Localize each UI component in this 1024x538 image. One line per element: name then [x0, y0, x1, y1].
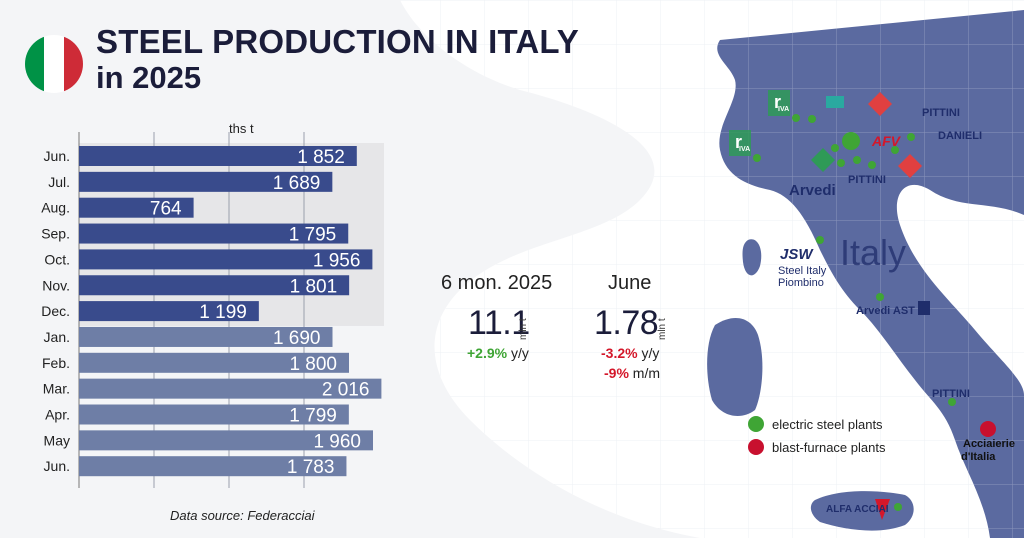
category-label-5: Nov.	[42, 277, 70, 293]
italy-map	[400, 0, 1024, 538]
kpi-june-change-mm-suffix: m/m	[632, 365, 661, 381]
brand-jsw-sub-2: Piombino	[778, 277, 824, 289]
category-label-1: Jul.	[48, 174, 70, 190]
legend-blast-furnace: blast-furnace plants	[748, 439, 885, 455]
bar-5	[79, 275, 350, 296]
bar-4	[79, 249, 373, 270]
category-label-6: Dec.	[41, 303, 70, 319]
bar-value-label-3: 1 795	[289, 225, 337, 246]
bar-2	[79, 197, 194, 218]
kpi-june-change-yy-value: -3.2%	[601, 345, 638, 361]
category-label-10: Apr.	[45, 407, 70, 423]
kpi-june-change-yy: -3.2% y/y	[601, 345, 659, 361]
page-title: STEEL PRODUCTION IN ITALY in 2025	[96, 23, 579, 96]
bar-value-label-4: 1 956	[313, 250, 361, 271]
brand-riva-sub-2: IVA	[739, 146, 751, 153]
title-line-1: STEEL PRODUCTION IN ITALY	[96, 23, 579, 60]
bar-value-label-1: 1 689	[273, 173, 321, 194]
category-label-7: Jan.	[44, 329, 70, 345]
brand-riva-logo-1: r	[774, 92, 782, 112]
title-line-2: in 2025	[96, 59, 202, 95]
brand-acciaierie-1: Acciaierie	[963, 438, 1015, 450]
kpi-half-year-heading: 6 mon. 2025	[441, 272, 553, 294]
bar-12	[79, 456, 347, 477]
brand-alfa-acciai: ALFA ACCIAI	[826, 504, 889, 515]
kpi-half-year-change-value: +2.9%	[467, 345, 508, 361]
bar-chart: 1 852 Jun. 1 689 Jul. 764 Aug. 1 795 Sep. 1 956 O…	[41, 132, 384, 488]
bar-9	[79, 378, 382, 399]
chart-unit-label: ths t	[229, 121, 254, 136]
kpi-june-value: 1.78	[594, 304, 659, 342]
brand-acciaierie-2: d'Italia	[961, 451, 996, 463]
category-label-0: Jun.	[44, 148, 70, 164]
brand-pittini-1: PITTINI	[922, 107, 960, 119]
brand-pittini-3: PITTINI	[932, 388, 970, 400]
kpi-june-change-mm: -9% m/m	[604, 365, 660, 381]
brand-riva-sub-1: IVA	[778, 106, 790, 113]
category-label-8: Feb.	[42, 355, 70, 371]
brand-arvedi: Arvedi	[789, 182, 836, 199]
bar-value-label-5: 1 801	[290, 276, 338, 297]
map-country-label: Italy	[840, 232, 907, 273]
bar-value-label-10: 1 799	[289, 406, 337, 427]
legend-blast-furnace-label: blast-furnace plants	[772, 439, 886, 455]
category-label-11: May	[44, 432, 70, 448]
bar-3	[79, 223, 349, 244]
bar-value-label-7: 1 690	[273, 328, 321, 349]
kpi-half-year-value: 11.1	[468, 304, 530, 342]
kpi-june-change-mm-value: -9%	[604, 365, 629, 381]
brand-danieli: DANIELI	[938, 130, 982, 142]
bar-8	[79, 352, 349, 373]
flag-stripe-green	[25, 35, 45, 93]
bar-value-label-2: 764	[150, 199, 182, 220]
data-source: Data source: Federacciai	[170, 508, 315, 523]
category-label-4: Oct.	[44, 251, 70, 267]
bar-0	[79, 146, 357, 166]
bar-value-label-12: 1 783	[287, 457, 335, 478]
category-label-3: Sep.	[41, 226, 70, 242]
kpi-june-unit: mln t	[657, 318, 668, 340]
kpi-half-year-unit: mln t	[518, 318, 529, 340]
kpi-half-year-change: +2.9% y/y	[467, 345, 529, 361]
italy-flag-icon	[25, 35, 83, 93]
bar-11	[79, 430, 373, 451]
brand-jsw: JSW	[780, 246, 813, 263]
bar-value-label-6: 1 199	[199, 302, 247, 323]
brand-afv: AFV	[872, 133, 900, 149]
bar-value-label-9: 2 016	[322, 380, 370, 401]
kpi-june-change-yy-suffix: y/y	[641, 345, 660, 361]
legend-electric: electric steel plants	[748, 416, 883, 432]
kpi-half-year-change-suffix: y/y	[510, 345, 529, 361]
category-label-9: Mar.	[43, 381, 70, 397]
bar-value-label-11: 1 960	[313, 431, 361, 452]
category-label-12: Jun.	[44, 458, 70, 474]
bar-1	[79, 171, 333, 192]
brand-pittini-2: PITTINI	[848, 174, 886, 186]
legend-electric-label: electric steel plants	[772, 416, 883, 432]
bar-10	[79, 404, 349, 425]
bar-value-label-8: 1 800	[289, 354, 337, 375]
brand-riva-logo-2: r	[735, 132, 743, 152]
bar-6	[79, 301, 259, 322]
legend-electric-dot	[748, 416, 764, 432]
brand-jsw-sub-1: Steel Italy	[778, 265, 827, 277]
bar-value-label-0: 1 852	[297, 147, 345, 168]
kpi-june-heading: June	[608, 272, 652, 294]
category-label-2: Aug.	[41, 200, 70, 216]
brand-arvedi-ast: Arvedi AST	[856, 305, 915, 317]
bar-7	[79, 326, 333, 347]
legend-blast-furnace-dot	[748, 439, 764, 455]
flag-stripe-red	[63, 35, 83, 93]
flag-stripe-white	[44, 35, 64, 93]
